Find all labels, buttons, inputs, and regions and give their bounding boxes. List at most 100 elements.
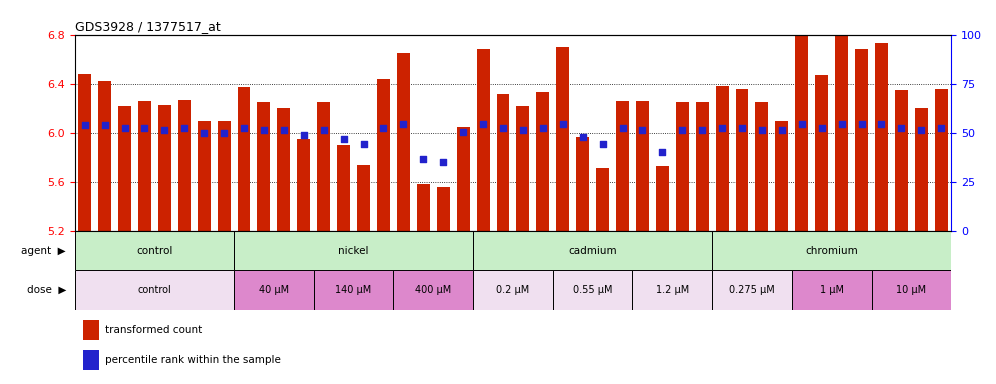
Text: chromium: chromium xyxy=(806,246,858,256)
Bar xyxy=(632,270,712,310)
Text: agent  ▶: agent ▶ xyxy=(21,246,66,256)
Text: 10 μM: 10 μM xyxy=(896,285,926,295)
Bar xyxy=(695,102,708,231)
Bar xyxy=(118,106,131,231)
Bar xyxy=(337,145,351,231)
Bar xyxy=(277,108,291,231)
Bar xyxy=(75,231,234,270)
Text: 1 μM: 1 μM xyxy=(820,285,844,295)
Bar xyxy=(376,79,389,231)
Point xyxy=(495,125,511,131)
Text: 0.55 μM: 0.55 μM xyxy=(573,285,613,295)
Bar xyxy=(635,101,649,231)
Bar xyxy=(78,74,92,231)
Bar xyxy=(815,75,828,231)
Point xyxy=(415,156,431,162)
Point xyxy=(933,125,949,131)
Point xyxy=(555,121,571,127)
Bar xyxy=(234,270,314,310)
Point xyxy=(316,127,332,133)
Text: 140 μM: 140 μM xyxy=(336,285,372,295)
Bar xyxy=(934,89,947,231)
Bar xyxy=(157,104,171,231)
Bar xyxy=(476,49,489,231)
Bar xyxy=(137,101,151,231)
Bar xyxy=(393,270,473,310)
Bar xyxy=(553,270,632,310)
Point xyxy=(296,132,312,138)
Bar xyxy=(675,102,689,231)
Bar xyxy=(473,231,712,270)
Bar xyxy=(497,94,510,231)
Point xyxy=(455,129,471,135)
Point xyxy=(654,149,670,156)
Bar xyxy=(84,319,100,340)
Bar xyxy=(314,270,393,310)
Text: percentile rank within the sample: percentile rank within the sample xyxy=(106,355,281,365)
Bar xyxy=(234,231,473,270)
Point xyxy=(97,122,113,129)
Bar xyxy=(874,43,887,231)
Bar xyxy=(217,121,230,231)
Point xyxy=(535,125,551,131)
Point xyxy=(634,127,650,133)
Text: transformed count: transformed count xyxy=(106,324,202,335)
Point xyxy=(913,127,929,133)
Bar xyxy=(872,270,951,310)
Bar xyxy=(616,101,629,231)
Point xyxy=(176,125,192,131)
Bar xyxy=(357,165,371,231)
Point xyxy=(714,125,730,131)
Text: 40 μM: 40 μM xyxy=(259,285,289,295)
Text: 0.275 μM: 0.275 μM xyxy=(729,285,775,295)
Text: 400 μM: 400 μM xyxy=(415,285,451,295)
Bar xyxy=(775,121,788,231)
Bar xyxy=(914,108,927,231)
Bar xyxy=(712,231,951,270)
Text: dose  ▶: dose ▶ xyxy=(27,285,66,295)
Text: 0.2 μM: 0.2 μM xyxy=(496,285,530,295)
Bar xyxy=(197,121,211,231)
Point xyxy=(77,122,93,129)
Point xyxy=(893,125,909,131)
Bar xyxy=(556,47,570,231)
Point xyxy=(774,127,790,133)
Point xyxy=(475,121,491,127)
Bar xyxy=(437,187,450,231)
Point xyxy=(515,127,531,133)
Point xyxy=(694,127,710,133)
Point xyxy=(754,127,770,133)
Point xyxy=(156,127,172,133)
Point xyxy=(435,159,451,166)
Point xyxy=(236,125,252,131)
Point xyxy=(356,141,372,147)
Text: nickel: nickel xyxy=(339,246,369,256)
Point xyxy=(834,121,850,127)
Point xyxy=(814,125,830,131)
Bar xyxy=(894,90,907,231)
Bar xyxy=(792,270,872,310)
Bar xyxy=(416,184,429,231)
Bar xyxy=(516,106,530,231)
Point xyxy=(336,136,352,142)
Text: control: control xyxy=(136,246,172,256)
Bar xyxy=(473,270,553,310)
Point xyxy=(216,130,232,136)
Point xyxy=(575,133,591,139)
Text: 1.2 μM: 1.2 μM xyxy=(655,285,689,295)
Point xyxy=(734,125,750,131)
Bar xyxy=(257,102,270,231)
Bar xyxy=(795,35,808,231)
Bar xyxy=(536,92,549,231)
Text: GDS3928 / 1377517_at: GDS3928 / 1377517_at xyxy=(75,20,220,33)
Bar xyxy=(835,18,848,231)
Text: control: control xyxy=(137,285,171,295)
Bar xyxy=(855,49,868,231)
Bar xyxy=(655,166,668,231)
Point xyxy=(256,127,272,133)
Point xyxy=(615,125,630,131)
Bar xyxy=(75,270,234,310)
Bar xyxy=(297,139,311,231)
Point xyxy=(136,125,152,131)
Point xyxy=(674,127,690,133)
